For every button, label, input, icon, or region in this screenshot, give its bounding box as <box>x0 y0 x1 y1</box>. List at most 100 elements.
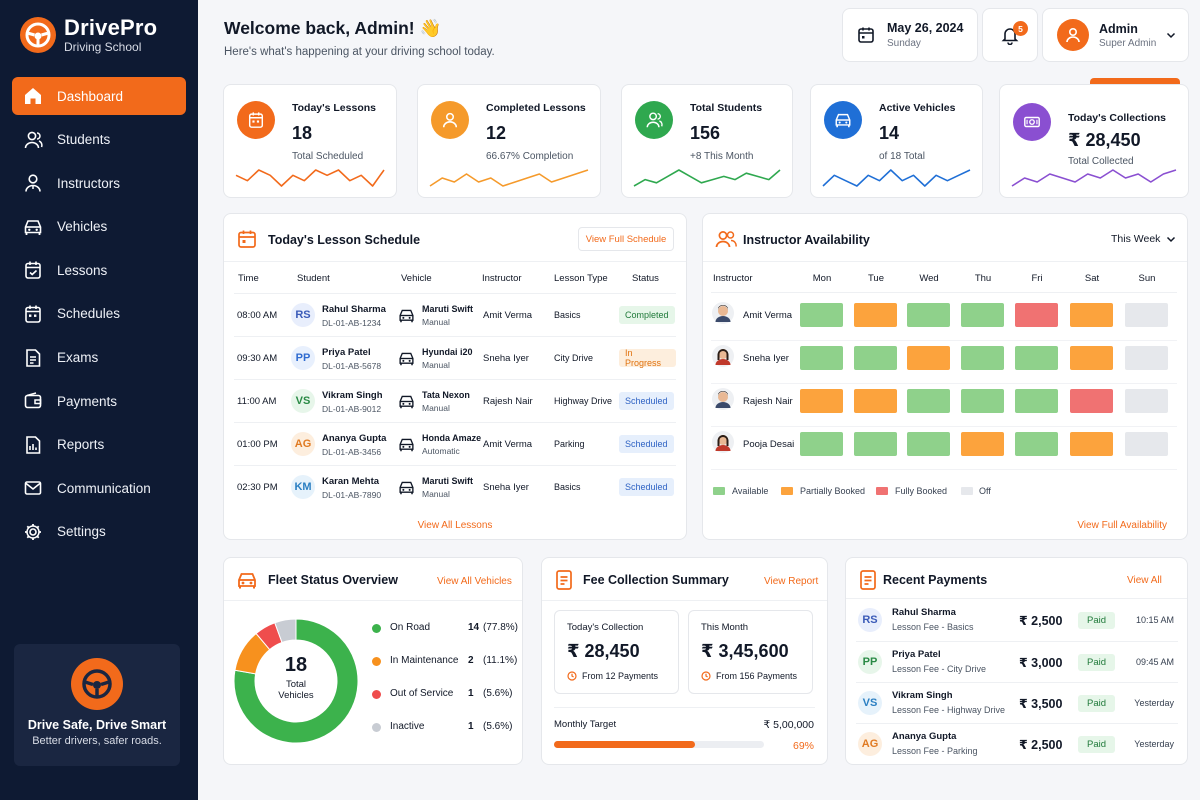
availability-cell[interactable] <box>1125 432 1168 456</box>
availability-cell[interactable] <box>1070 432 1113 456</box>
availability-cell[interactable] <box>1015 389 1058 413</box>
view-all-payments-link[interactable]: View All <box>1127 575 1162 586</box>
sidebar-item-settings[interactable]: Settings <box>12 513 186 551</box>
availability-cell[interactable] <box>907 389 950 413</box>
table-row[interactable]: 11:00 AM VS Vikram Singh DL-01-AB-9012 Tata … <box>234 379 676 422</box>
users-icon <box>715 230 737 248</box>
availability-cell[interactable] <box>907 303 950 327</box>
period-select[interactable]: This Week <box>1111 233 1176 245</box>
student-license: DL-01-AB-9012 <box>322 404 382 414</box>
sidebar-item-communication[interactable]: Communication <box>12 469 186 507</box>
list-item[interactable]: AG Ananya Gupta Lesson Fee - Parking ₹ 2,50… <box>856 723 1178 764</box>
table-row[interactable]: 09:30 AM PP Priya Patel DL-01-AB-5678 Hyunda… <box>234 336 676 379</box>
availability-cell[interactable] <box>1125 303 1168 327</box>
availability-cell[interactable] <box>854 432 897 456</box>
availability-cell[interactable] <box>907 432 950 456</box>
table-row[interactable]: 01:00 PM AG Ananya Gupta DL-01-AB-3456 Honda… <box>234 422 676 465</box>
instructor-name: Rajesh Nair <box>743 396 793 407</box>
target-progress-track <box>554 741 764 748</box>
day-header-fri: Fri <box>1031 273 1043 284</box>
user-menu[interactable]: Admin Super Admin <box>1042 8 1189 62</box>
availability-cell[interactable] <box>854 303 897 327</box>
view-full-availability-link[interactable]: View Full Availability <box>1077 520 1167 531</box>
table-row[interactable]: 02:30 PM KM Karan Mehta DL-01-AB-7890 Maruti… <box>234 465 676 508</box>
availability-cell[interactable] <box>961 389 1004 413</box>
sidebar-item-vehicles[interactable]: Vehicles <box>12 208 186 246</box>
money-icon <box>1013 103 1051 141</box>
notifications-button[interactable]: 5 <box>982 8 1038 62</box>
lesson-type: Basics <box>554 310 581 320</box>
payer-initials: VS <box>858 691 882 715</box>
sidebar-item-label: Communication <box>57 480 151 496</box>
list-item[interactable]: PP Priya Patel Lesson Fee - City Drive ₹ 3,… <box>856 641 1178 682</box>
student-license: DL-01-AB-1234 <box>322 318 382 328</box>
availability-cell[interactable] <box>1070 346 1113 370</box>
availability-cell[interactable] <box>907 346 950 370</box>
current-day: Sunday <box>887 38 921 49</box>
sidebar-item-instructors[interactable]: Instructors <box>12 164 186 202</box>
sidebar-item-dashboard[interactable]: Dashboard <box>12 77 186 115</box>
availability-cell[interactable] <box>1125 346 1168 370</box>
availability-cell[interactable] <box>961 432 1004 456</box>
status-badge: Paid <box>1078 695 1115 712</box>
availability-cell[interactable] <box>1015 303 1058 327</box>
availability-cell[interactable] <box>1070 303 1113 327</box>
stat-sub: Total Collected <box>1068 156 1134 167</box>
brand-logo[interactable]: DrivePro Driving School <box>20 16 157 54</box>
table-row[interactable]: 08:00 AM RS Rahul Sharma DL-01-AB-1234 Marut… <box>234 293 676 336</box>
sidebar-item-payments[interactable]: Payments <box>12 382 186 420</box>
instructor-availability-card: Instructor Availability This Week Instru… <box>702 213 1188 540</box>
list-item[interactable]: VS Vikram Singh Lesson Fee - Highway Drive… <box>856 682 1178 723</box>
payer-name: Ananya Gupta <box>892 731 957 742</box>
availability-cell[interactable] <box>854 389 897 413</box>
day-header-wed: Wed <box>919 273 939 284</box>
stat-label: Today's Collections <box>1068 112 1166 124</box>
payment-time: 10:15 AM <box>1135 615 1174 625</box>
fleet-status-card: Fleet Status Overview View All Vehicles … <box>223 557 523 765</box>
view-all-vehicles-link[interactable]: View All Vehicles <box>437 576 512 587</box>
student-info: Ananya Gupta DL-01-AB-3456 <box>322 433 386 457</box>
sidebar-item-lessons[interactable]: Lessons <box>12 251 186 289</box>
availability-cell[interactable] <box>1125 389 1168 413</box>
car-icon <box>236 570 258 590</box>
sidebar-item-reports[interactable]: Reports <box>12 426 186 464</box>
availability-cell[interactable] <box>1015 432 1058 456</box>
availability-cell[interactable] <box>800 389 843 413</box>
sidebar-item-schedules[interactable]: Schedules <box>12 295 186 333</box>
sidebar-item-exams[interactable]: Exams <box>12 339 186 377</box>
instructor-icon <box>23 173 57 193</box>
col-header-instructor: Instructor <box>482 273 522 284</box>
availability-cell[interactable] <box>800 432 843 456</box>
availability-cell[interactable] <box>800 303 843 327</box>
stat-label: Completed Lessons <box>486 102 586 114</box>
fleet-legend-item: Inactive 1 (5.6%) <box>372 720 518 736</box>
student-info: Vikram Singh DL-01-AB-9012 <box>322 390 383 414</box>
monthly-target-value: ₹ 5,00,000 <box>763 719 814 731</box>
sparkline <box>1011 169 1177 187</box>
lesson-type: Basics <box>554 482 581 492</box>
home-icon <box>23 86 57 106</box>
availability-cell[interactable] <box>961 303 1004 327</box>
availability-cell[interactable] <box>1015 346 1058 370</box>
car-icon <box>398 307 415 324</box>
availability-cell[interactable] <box>800 346 843 370</box>
sparkline <box>429 169 589 187</box>
sidebar-item-label: Exams <box>57 350 99 366</box>
stat-sub: Total Scheduled <box>292 151 364 162</box>
instructor-avatar <box>712 388 734 410</box>
view-all-lessons-link[interactable]: View All Lessons <box>417 520 493 531</box>
fleet-status-label: In Maintenance <box>390 655 459 666</box>
fleet-status-count: 1 <box>468 721 474 732</box>
sidebar-item-students[interactable]: Students <box>12 121 186 159</box>
view-full-schedule-button[interactable]: View Full Schedule <box>578 227 674 251</box>
fleet-status-percent: (11.1%) <box>483 655 518 666</box>
availability-cell[interactable] <box>961 346 1004 370</box>
availability-cell[interactable] <box>1070 389 1113 413</box>
list-item[interactable]: RS Rahul Sharma Lesson Fee - Basics ₹ 2,500… <box>856 600 1178 641</box>
student-initials: KM <box>291 475 315 499</box>
view-report-link[interactable]: View Report <box>764 576 819 587</box>
availability-cell[interactable] <box>854 346 897 370</box>
date-display[interactable]: May 26, 2024 Sunday <box>842 8 978 62</box>
target-percent: 69% <box>792 740 814 752</box>
fleet-title: Fleet Status Overview <box>268 573 398 587</box>
